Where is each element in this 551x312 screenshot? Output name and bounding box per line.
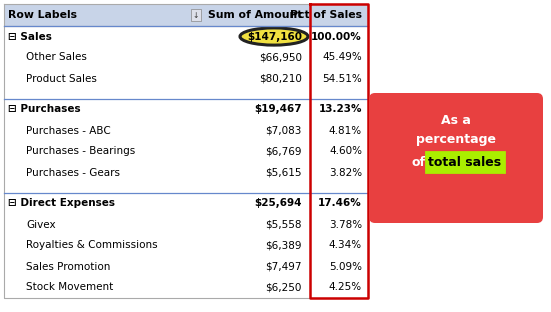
Text: 4.60%: 4.60% bbox=[329, 147, 362, 157]
Bar bbox=[4, 193, 368, 214]
Bar bbox=[4, 183, 368, 193]
Bar bbox=[4, 120, 368, 141]
Bar bbox=[4, 256, 368, 277]
Text: Other Sales: Other Sales bbox=[26, 52, 87, 62]
Text: $5,558: $5,558 bbox=[266, 220, 302, 230]
Bar bbox=[4, 235, 368, 256]
Bar bbox=[4, 162, 368, 183]
Text: total sales: total sales bbox=[429, 155, 501, 168]
Bar bbox=[4, 99, 368, 120]
Text: percentage: percentage bbox=[416, 134, 496, 147]
Text: Royalties & Commissions: Royalties & Commissions bbox=[26, 241, 158, 251]
Bar bbox=[4, 68, 368, 89]
Text: 4.25%: 4.25% bbox=[329, 282, 362, 293]
Text: Purchases - Bearings: Purchases - Bearings bbox=[26, 147, 135, 157]
Text: Sum of Amount: Sum of Amount bbox=[208, 10, 302, 20]
Text: Givex: Givex bbox=[26, 220, 56, 230]
Text: ⊟ Purchases: ⊟ Purchases bbox=[8, 105, 80, 115]
Text: of: of bbox=[412, 155, 426, 168]
Text: $5,615: $5,615 bbox=[266, 168, 302, 178]
Text: $6,769: $6,769 bbox=[266, 147, 302, 157]
Bar bbox=[4, 4, 368, 26]
FancyBboxPatch shape bbox=[369, 93, 543, 223]
Text: 17.46%: 17.46% bbox=[318, 198, 362, 208]
Text: $66,950: $66,950 bbox=[259, 52, 302, 62]
Polygon shape bbox=[371, 134, 377, 162]
Bar bbox=[4, 47, 368, 68]
Text: 13.23%: 13.23% bbox=[318, 105, 362, 115]
Text: ⊟ Direct Expenses: ⊟ Direct Expenses bbox=[8, 198, 115, 208]
Text: Pct of Sales: Pct of Sales bbox=[290, 10, 362, 20]
Text: 5.09%: 5.09% bbox=[329, 261, 362, 271]
Bar bbox=[4, 26, 368, 47]
Text: 45.49%: 45.49% bbox=[322, 52, 362, 62]
Bar bbox=[4, 214, 368, 235]
Text: $6,250: $6,250 bbox=[266, 282, 302, 293]
Text: $6,389: $6,389 bbox=[266, 241, 302, 251]
Text: 54.51%: 54.51% bbox=[322, 74, 362, 84]
Text: 3.78%: 3.78% bbox=[329, 220, 362, 230]
Text: ↓: ↓ bbox=[193, 11, 199, 19]
Text: Row Labels: Row Labels bbox=[8, 10, 77, 20]
Text: 4.81%: 4.81% bbox=[329, 125, 362, 135]
Bar bbox=[4, 277, 368, 298]
Text: $7,083: $7,083 bbox=[266, 125, 302, 135]
Text: $19,467: $19,467 bbox=[255, 105, 302, 115]
Bar bbox=[4, 89, 368, 99]
Text: Product Sales: Product Sales bbox=[26, 74, 97, 84]
Text: As a: As a bbox=[441, 114, 471, 126]
Text: $80,210: $80,210 bbox=[259, 74, 302, 84]
Text: Stock Movement: Stock Movement bbox=[26, 282, 114, 293]
Text: Sales Promotion: Sales Promotion bbox=[26, 261, 110, 271]
Ellipse shape bbox=[240, 28, 308, 45]
Text: Purchases - Gears: Purchases - Gears bbox=[26, 168, 120, 178]
Text: 3.82%: 3.82% bbox=[329, 168, 362, 178]
Text: 4.34%: 4.34% bbox=[329, 241, 362, 251]
Bar bbox=[4, 141, 368, 162]
Text: $7,497: $7,497 bbox=[266, 261, 302, 271]
Text: ⊟ Sales: ⊟ Sales bbox=[8, 32, 52, 41]
Text: 100.00%: 100.00% bbox=[311, 32, 362, 41]
Text: Purchases - ABC: Purchases - ABC bbox=[26, 125, 111, 135]
Text: $147,160: $147,160 bbox=[247, 32, 302, 41]
FancyBboxPatch shape bbox=[426, 152, 504, 172]
Text: $25,694: $25,694 bbox=[255, 198, 302, 208]
